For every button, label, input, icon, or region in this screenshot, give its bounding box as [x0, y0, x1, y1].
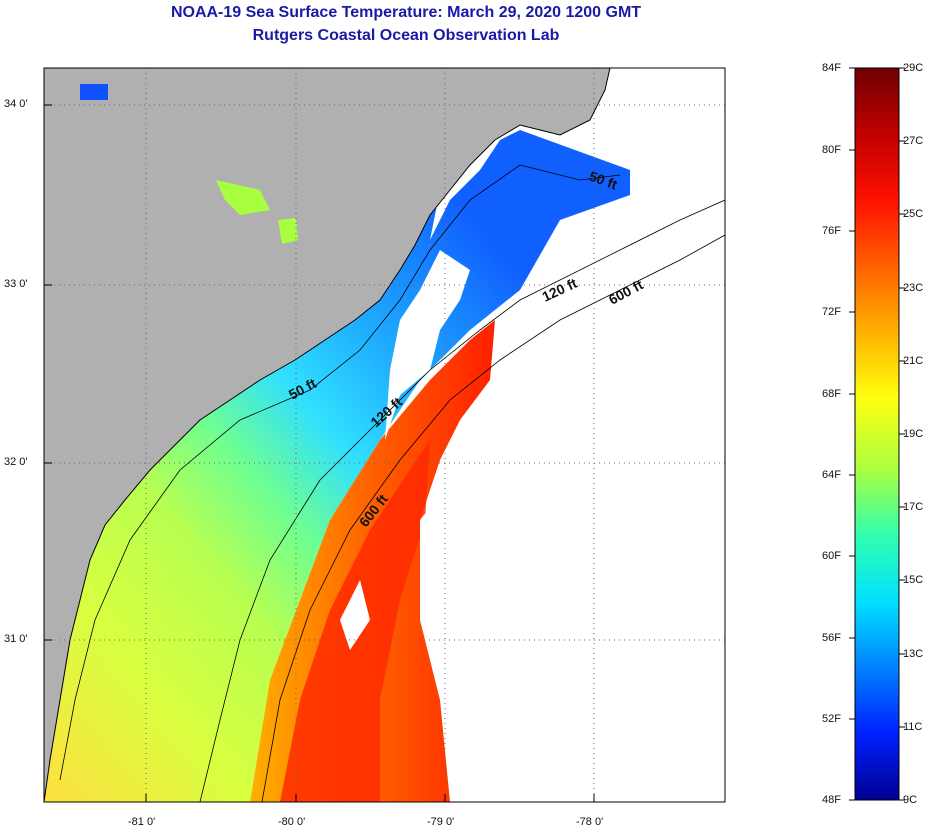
lon-label: -80 0'	[278, 816, 306, 828]
lon-label: -81 0'	[128, 816, 156, 828]
plot-border	[43, 67, 726, 803]
lat-label: 33 0'	[4, 278, 28, 290]
colorbar-f-label: 56F	[822, 632, 841, 644]
colorbar-c-label: 11C	[903, 721, 923, 733]
colorbar-f-label: 84F	[822, 62, 841, 74]
colorbar-c-label: 27C	[903, 135, 924, 147]
colorbar-c-label: 15C	[903, 574, 924, 586]
shelf-sst-region	[44, 130, 630, 802]
graticule	[44, 68, 725, 802]
cloud-patch-3	[340, 580, 370, 650]
colorbar-f-label: 64F	[822, 469, 841, 481]
lat-label: 34 0'	[4, 98, 28, 110]
colorbar-c-label: 21C	[903, 355, 924, 367]
colorbar-f-label: 52F	[822, 713, 841, 725]
colorbar-f-label: 48F	[822, 794, 841, 806]
map-title: NOAA-19 Sea Surface Temperature: March 2…	[170, 4, 642, 21]
axis-ticks	[44, 104, 595, 802]
map-subtitle: Rutgers Coastal Ocean Observation Lab	[252, 27, 560, 44]
cloud-patch-4	[420, 470, 470, 620]
colorbar-f-label: 80F	[822, 144, 841, 156]
colorbar-c-label: 13C	[903, 648, 924, 660]
colorbar-c-label: 23C	[903, 282, 924, 294]
contour-50ft	[59, 164, 621, 781]
lat-label: 32 0'	[4, 456, 28, 468]
colorbar-c-label: 19C	[903, 428, 924, 440]
colorbar-c-label: 25C	[903, 208, 924, 220]
colorbar-c-label: 9C	[903, 794, 918, 806]
cloud-patch-1	[385, 250, 470, 440]
inland-lake	[278, 218, 298, 244]
colorbar-c-label: 29C	[903, 62, 924, 74]
inland-lake	[216, 180, 270, 215]
colorbar-ticks	[849, 67, 905, 801]
colorbar-f-label: 68F	[822, 388, 841, 400]
inland-lake	[80, 84, 108, 100]
colorbar-c-label: 17C	[903, 501, 924, 513]
colorbar-f-label: 72F	[822, 306, 841, 318]
lat-label: 31 0'	[4, 633, 28, 645]
colorbar-f-label: 76F	[822, 225, 841, 237]
colorbar	[854, 67, 900, 801]
land-mass	[44, 68, 611, 802]
lon-label: -79 0'	[427, 816, 455, 828]
lon-label: -78 0'	[576, 816, 604, 828]
colorbar-f-label: 60F	[822, 550, 841, 562]
